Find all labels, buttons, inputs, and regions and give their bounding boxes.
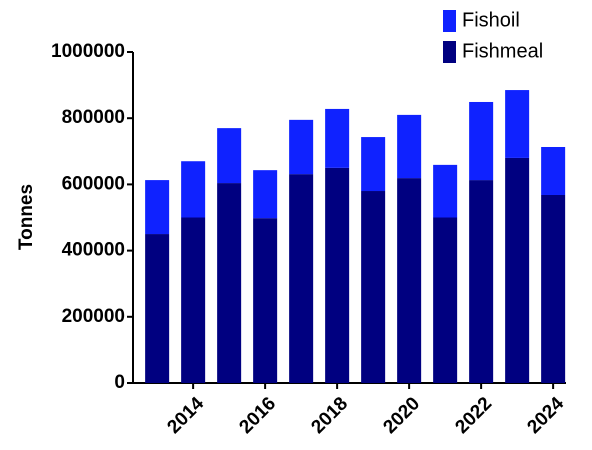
bar-segment	[289, 119, 314, 175]
y-axis-title: Tonnes	[16, 184, 37, 250]
bar-segment	[505, 90, 530, 158]
bar-segment	[253, 170, 278, 219]
bar-segment	[541, 194, 566, 383]
bar-segment	[433, 217, 458, 383]
bar-segment	[505, 157, 530, 383]
y-tick-label: 400000	[62, 240, 125, 261]
bar-segment	[145, 234, 170, 383]
bar-segment	[217, 183, 242, 383]
legend-swatch	[443, 10, 456, 32]
x-tick-label: 2016	[235, 393, 280, 438]
x-tick-label: 2014	[163, 393, 208, 438]
bar-segment	[181, 161, 206, 218]
y-tick-label: 200000	[62, 306, 125, 327]
bar-segment	[397, 178, 422, 383]
x-tick-label: 2022	[451, 393, 496, 438]
x-tick-label: 2018	[307, 393, 352, 438]
bar-segment	[289, 174, 314, 383]
legend-label: Fishoil	[462, 9, 520, 31]
bar-segment	[361, 191, 386, 383]
y-tick-label: 0	[114, 372, 125, 393]
legend-label: Fishmeal	[462, 40, 543, 62]
legend-swatch	[443, 41, 456, 63]
bar-segment	[325, 108, 350, 168]
bar-segment	[217, 128, 242, 184]
bar-segment	[397, 114, 422, 179]
bar-segment	[325, 167, 350, 383]
x-tick-label: 2024	[523, 393, 568, 438]
bar-segment	[145, 180, 170, 235]
bar-segment	[469, 180, 494, 383]
y-tick-label: 800000	[62, 107, 125, 128]
bar-segment	[361, 137, 386, 192]
bar-segment	[541, 146, 566, 195]
y-tick-label: 1000000	[51, 41, 125, 62]
bar-segment	[181, 217, 206, 383]
bar-segment	[253, 218, 278, 383]
x-tick-label: 2020	[379, 393, 424, 438]
y-tick-label: 600000	[62, 173, 125, 194]
bar-segment	[469, 101, 494, 181]
bar-segment	[433, 164, 458, 218]
